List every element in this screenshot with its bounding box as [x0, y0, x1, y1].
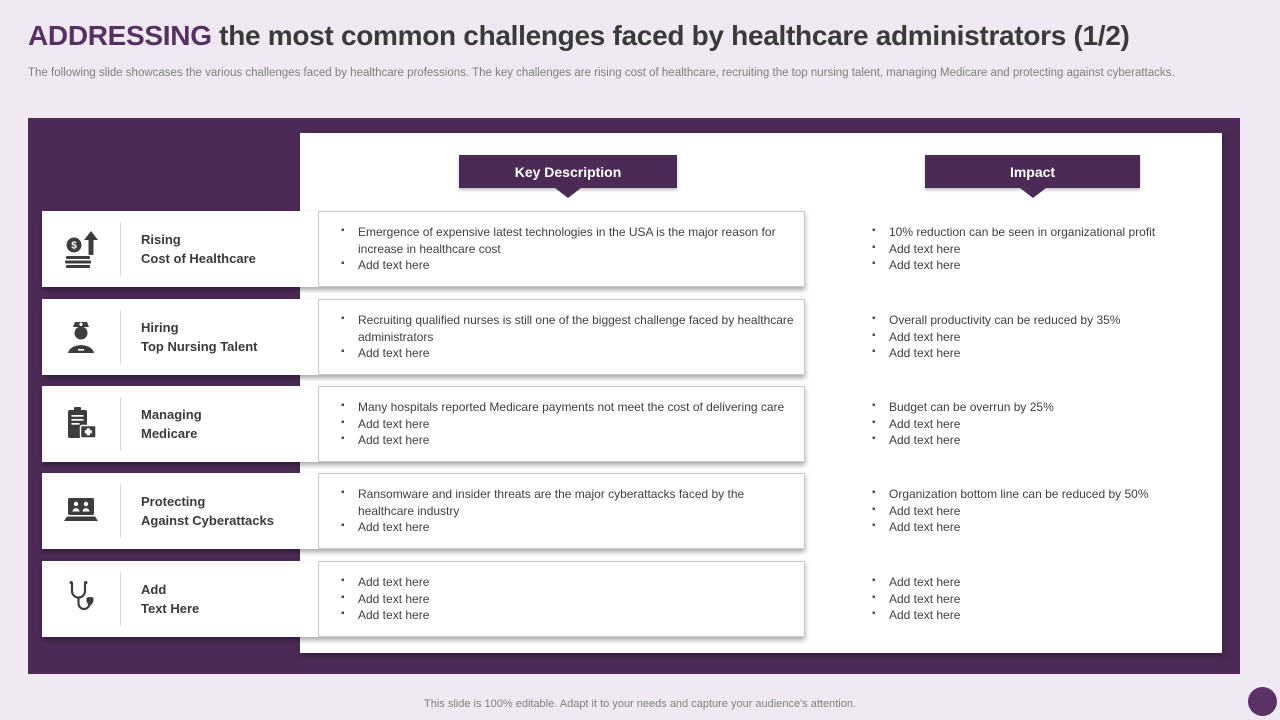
title-highlight: ADDRESSING — [28, 20, 212, 51]
challenge-icon-cell: $ — [42, 229, 120, 269]
bullet-item: Add text here — [870, 502, 1222, 520]
challenge-label: Rising Cost of Healthcare — [121, 230, 256, 268]
impact-list: Overall productivity can be reduced by 3… — [870, 311, 1222, 362]
challenge-icon-cell — [42, 317, 120, 357]
description-list: Many hospitals reported Medicare payment… — [339, 398, 794, 449]
svg-text:$: $ — [71, 241, 77, 252]
challenge-icon-cell — [42, 491, 120, 531]
impact-list: Organization bottom line can be reduced … — [870, 485, 1222, 536]
page-title: ADDRESSING the most common challenges fa… — [28, 20, 1258, 52]
impact-cell: Overall productivity can be reduced by 3… — [860, 299, 1222, 375]
bullet-item: Add text here — [339, 431, 794, 449]
bullet-item: Add text here — [339, 606, 794, 624]
challenge-label-line1: Managing — [141, 407, 202, 422]
impact-cell: Organization bottom line can be reduced … — [860, 473, 1222, 549]
bullet-item: Add text here — [339, 344, 794, 362]
impact-list: 10% reduction can be seen in organizatio… — [870, 223, 1222, 274]
bullet-item: Add text here — [870, 590, 1222, 608]
challenge-row: Managing Medicare Many hospitals reporte… — [28, 386, 1240, 462]
divider — [120, 397, 121, 451]
key-description-box: Recruiting qualified nurses is still one… — [318, 299, 805, 375]
challenge-label-line1: Hiring — [141, 320, 179, 335]
challenge-label: Protecting Against Cyberattacks — [121, 492, 274, 530]
challenge-label-line2: Medicare — [141, 426, 198, 441]
bullet-item: Add text here — [339, 590, 794, 608]
bullet-item: Add text here — [339, 573, 794, 591]
challenge-row: $ Rising Cost of Healthcare Emergence of… — [28, 211, 1240, 287]
challenge-label-line1: Add — [141, 582, 167, 597]
key-description-box: Ransomware and insider threats are the m… — [318, 473, 805, 549]
bullet-item: Add text here — [870, 328, 1222, 346]
key-description-box: Emergence of expensive latest technologi… — [318, 211, 805, 287]
challenge-label-line2: Cost of Healthcare — [141, 251, 256, 266]
corner-circle-decoration — [1248, 687, 1277, 716]
bullet-item: Budget can be overrun by 25% — [870, 398, 1222, 416]
challenge-row: Protecting Against Cyberattacks Ransomwa… — [28, 473, 1240, 549]
slide-subtitle: The following slide showcases the variou… — [28, 67, 1175, 79]
challenge-rows: $ Rising Cost of Healthcare Emergence of… — [28, 118, 1240, 674]
key-description-header: Key Description — [459, 155, 677, 188]
bullet-item: Add text here — [339, 415, 794, 433]
description-list: Emergence of expensive latest technologi… — [339, 223, 794, 274]
bullet-item: Add text here — [870, 256, 1222, 274]
challenge-icon-cell — [42, 404, 120, 444]
nurse-icon — [68, 322, 94, 353]
bullet-item: Add text here — [870, 344, 1222, 362]
stethoscope-heart-icon — [69, 581, 94, 611]
divider — [120, 572, 121, 626]
bullet-item: Add text here — [870, 518, 1222, 536]
impact-cell: Budget can be overrun by 25%Add text her… — [860, 386, 1222, 462]
rising-cost-icon: $ — [65, 231, 98, 268]
bullet-item: Overall productivity can be reduced by 3… — [870, 311, 1222, 329]
challenge-label: Hiring Top Nursing Talent — [121, 318, 258, 356]
footer-note: This slide is 100% editable. Adapt it to… — [424, 698, 856, 710]
bullet-item: Emergence of expensive latest technologi… — [339, 223, 794, 257]
bullet-item: Add text here — [870, 415, 1222, 433]
challenge-label-line1: Rising — [141, 232, 181, 247]
key-description-box: Many hospitals reported Medicare payment… — [318, 386, 805, 462]
bullet-item: Add text here — [870, 431, 1222, 449]
bullet-item: Add text here — [339, 256, 794, 274]
challenge-label-line2: Text Here — [141, 601, 200, 616]
bullet-item: 10% reduction can be seen in organizatio… — [870, 223, 1222, 241]
challenge-label: Add Text Here — [121, 580, 199, 618]
bullet-item: Add text here — [870, 606, 1222, 624]
challenges-frame: Key Description Impact $ Rising Cost of … — [28, 118, 1240, 674]
bullet-item: Add text here — [870, 240, 1222, 258]
challenge-row: Hiring Top Nursing Talent Recruiting qua… — [28, 299, 1240, 375]
impact-list: Budget can be overrun by 25%Add text her… — [870, 398, 1222, 449]
challenge-label-line1: Protecting — [141, 494, 206, 509]
title-rest: the most common challenges faced by heal… — [211, 20, 1130, 51]
divider — [120, 484, 121, 538]
impact-header: Impact — [925, 155, 1140, 188]
challenge-label: Managing Medicare — [121, 405, 202, 443]
divider — [120, 222, 121, 276]
divider — [120, 310, 121, 364]
cyberattack-laptop-icon — [64, 498, 98, 521]
bullet-item: Recruiting qualified nurses is still one… — [339, 311, 794, 345]
bullet-item: Many hospitals reported Medicare payment… — [339, 398, 794, 416]
bullet-item: Ransomware and insider threats are the m… — [339, 485, 794, 519]
description-list: Ransomware and insider threats are the m… — [339, 485, 794, 536]
impact-cell: 10% reduction can be seen in organizatio… — [860, 211, 1222, 287]
challenge-icon-cell — [42, 579, 120, 619]
challenge-label-line2: Top Nursing Talent — [141, 339, 258, 354]
medicare-clipboard-icon — [68, 407, 97, 439]
bullet-item: Organization bottom line can be reduced … — [870, 485, 1222, 503]
description-list: Recruiting qualified nurses is still one… — [339, 311, 794, 362]
bullet-item: Add text here — [870, 573, 1222, 591]
challenge-label-line2: Against Cyberattacks — [141, 513, 274, 528]
bullet-item: Add text here — [339, 518, 794, 536]
